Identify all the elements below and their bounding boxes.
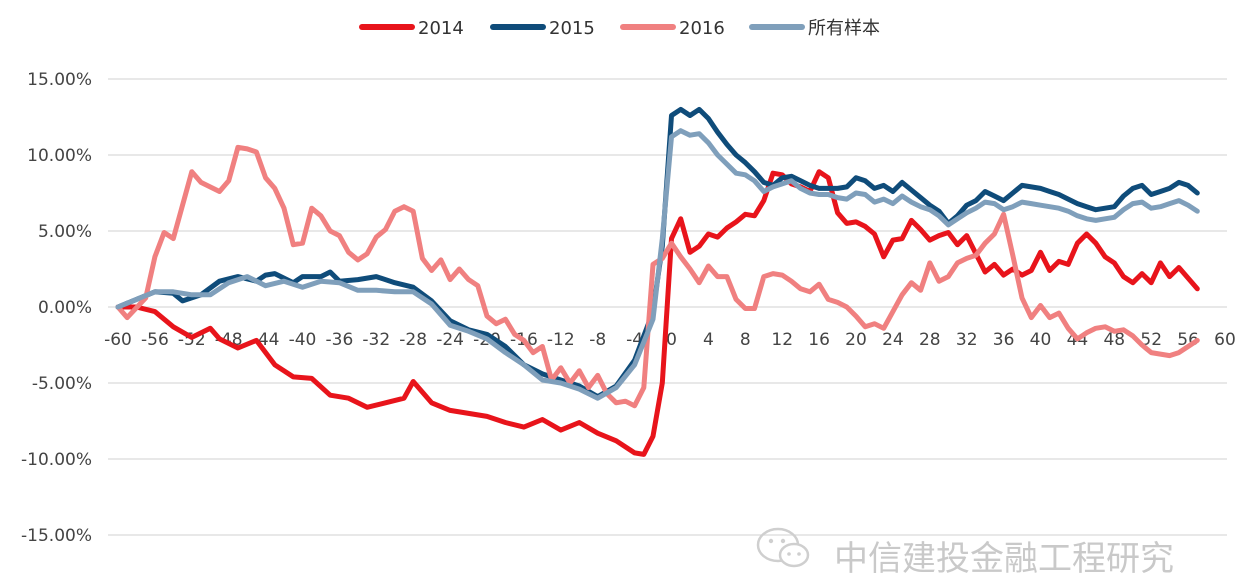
x-axis-tick-labels: -60 -56 -52 -48 -44 -40 -36 -32 -28 -24 -20 -16 -12-…	[104, 330, 1236, 350]
y-tick-label: 5.00%	[38, 222, 92, 242]
x-tick-label: 48	[1103, 330, 1125, 350]
watermark: 中信建投金融工程研究	[756, 527, 1174, 579]
x-tick-label: 20	[845, 330, 867, 350]
x-tick-label: 12	[771, 330, 793, 350]
x-tick-label: 0	[666, 330, 677, 350]
y-tick-label: 0.00%	[38, 298, 92, 318]
gridlines	[108, 78, 1227, 536]
legend-label: 2015	[549, 18, 595, 39]
watermark-text: 中信建投金融工程研究	[834, 539, 1174, 579]
x-tick-label: -56	[141, 330, 169, 350]
x-tick-label: -40	[289, 330, 317, 350]
series-line-3	[115, 128, 1200, 401]
y-axis-tick-labels: 15.00% 10.00% 5.00% 0.00% -5.00% -10.00% -15.0…	[21, 70, 92, 546]
x-tick-label: 60	[1214, 330, 1236, 350]
x-tick-label: 40	[1030, 330, 1052, 350]
y-tick-label: -15.00%	[21, 526, 92, 546]
x-tick-label: -12	[547, 330, 575, 350]
x-tick-label: -24	[436, 330, 464, 350]
x-tick-label: 28	[919, 330, 941, 350]
legend-label: 所有样本	[808, 18, 880, 39]
legend-label: 2016	[679, 18, 725, 39]
y-tick-label: 15.00%	[27, 70, 92, 90]
series-line-1	[115, 106, 1200, 400]
x-tick-label: 16	[808, 330, 830, 350]
y-tick-label: -10.00%	[21, 450, 92, 470]
x-tick-label: -8	[589, 330, 606, 350]
x-tick-label: -28	[399, 330, 427, 350]
wechat-icon	[756, 527, 810, 568]
x-tick-label: -36	[326, 330, 354, 350]
x-tick-label: -32	[362, 330, 390, 350]
x-tick-label: 32	[956, 330, 978, 350]
y-tick-label: -5.00%	[32, 374, 92, 394]
series-lines	[115, 106, 1200, 457]
legend-label: 2014	[418, 18, 464, 39]
y-tick-label: 10.00%	[27, 146, 92, 166]
series-line-0	[115, 169, 1200, 457]
x-tick-label: 24	[882, 330, 904, 350]
series-line-2	[115, 144, 1200, 409]
x-tick-label: 4	[703, 330, 714, 350]
x-tick-label: 8	[740, 330, 751, 350]
x-tick-label: 36	[993, 330, 1015, 350]
x-tick-label: -60	[104, 330, 132, 350]
legend: 2014 2015 2016 所有样本	[359, 18, 880, 39]
